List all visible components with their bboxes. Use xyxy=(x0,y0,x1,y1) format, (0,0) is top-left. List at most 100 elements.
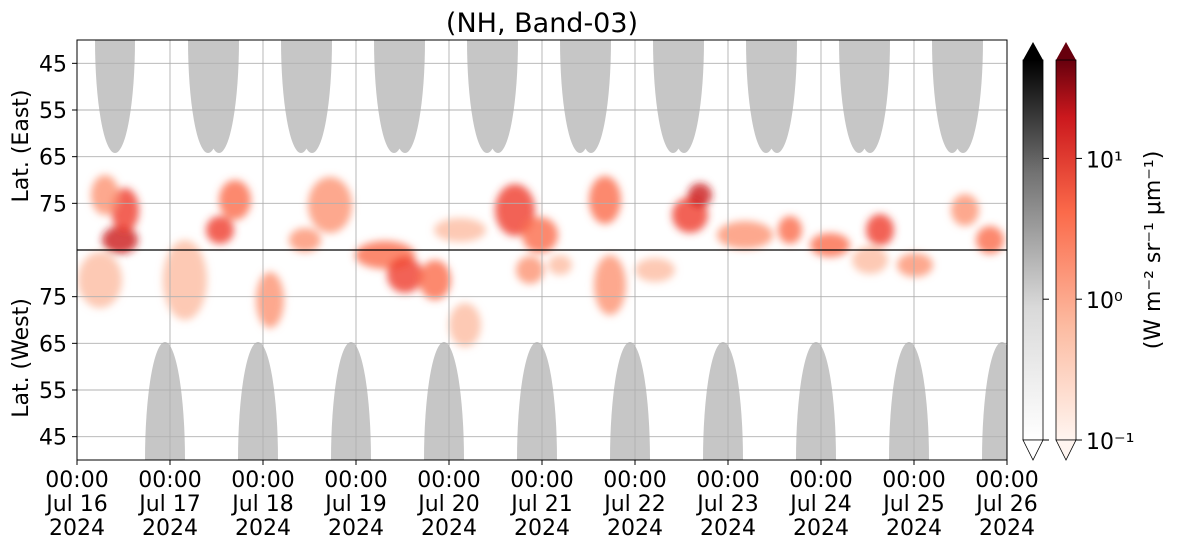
y-tick-label-lower: 55 xyxy=(39,379,67,404)
radiance-patch xyxy=(449,303,481,347)
colorbar-red xyxy=(1055,42,1077,461)
radiance-patch xyxy=(951,194,979,226)
gray-mask-bottom xyxy=(517,342,557,460)
x-tick-label: Jul 16 xyxy=(44,492,108,517)
radiance-patch xyxy=(976,226,1004,254)
radiance-patch xyxy=(635,258,675,282)
radiance-patch xyxy=(548,255,572,275)
x-tick-label: 00:00 xyxy=(45,468,108,493)
radiance-patch xyxy=(434,218,486,242)
radiance-patch xyxy=(102,226,138,254)
colorbar-gray xyxy=(1022,42,1044,461)
radiance-patch xyxy=(289,228,321,252)
gray-mask-top xyxy=(374,40,414,153)
gray-mask-bottom xyxy=(331,342,371,460)
x-tick-label: 00:00 xyxy=(138,468,201,493)
colorbar-red-extend-bottom xyxy=(1055,439,1077,461)
colorbar-red-body xyxy=(1055,59,1077,441)
radiance-patch xyxy=(206,216,234,244)
radiance-patch xyxy=(852,246,888,274)
y-tick-label-lower: 65 xyxy=(39,332,67,357)
radiance-patch xyxy=(897,253,933,277)
x-tick-label: 2024 xyxy=(49,516,105,541)
colorbar-ticks: 10⁻¹ 10⁰ 10¹ xyxy=(1043,148,1134,455)
colorbar-tick-label: 10⁰ xyxy=(1086,289,1123,314)
x-tick-label: 2024 xyxy=(700,516,756,541)
radiance-patch xyxy=(516,256,544,284)
x-tick-label: Jul 21 xyxy=(509,492,573,517)
gray-mask-top xyxy=(467,40,507,153)
y-tick-label-upper: 65 xyxy=(39,146,67,171)
gray-mask-top xyxy=(653,40,693,153)
radiance-patch xyxy=(495,184,535,236)
colorbar-tick-label: 10⁻¹ xyxy=(1086,430,1134,455)
radiance-patch xyxy=(308,177,352,233)
colorbar-label: (W m⁻² sr⁻¹ μm⁻¹) xyxy=(1141,151,1166,350)
x-tick-label: 00:00 xyxy=(789,468,852,493)
heatmap-content xyxy=(77,40,1007,460)
x-tick-label: Jul 26 xyxy=(974,492,1038,517)
chart-title: (NH, Band-03) xyxy=(446,8,638,39)
colorbar-gray-body xyxy=(1022,59,1044,441)
gray-mask-top xyxy=(95,40,135,153)
gray-mask-bottom xyxy=(424,342,464,460)
x-tick-label: Jul 22 xyxy=(602,492,666,517)
x-tick-label: 2024 xyxy=(886,516,942,541)
x-tick-label: 2024 xyxy=(328,516,384,541)
gray-mask-bottom xyxy=(982,342,1007,460)
colorbar-gray-extend-bottom xyxy=(1022,439,1044,461)
gray-mask-top xyxy=(746,40,786,153)
radiance-patch xyxy=(219,180,251,220)
gray-mask-bottom xyxy=(889,342,929,460)
x-tick-label: Jul 25 xyxy=(881,492,945,517)
radiance-patch xyxy=(866,214,894,246)
x-tick-label: Jul 17 xyxy=(137,492,201,517)
radiance-patch xyxy=(419,260,451,300)
ylabel-upper: Lat. (East) xyxy=(9,90,34,203)
colorbar-red-extend-top xyxy=(1056,42,1076,60)
x-tick-label: 2024 xyxy=(793,516,849,541)
colorbar-tick-label: 10¹ xyxy=(1086,148,1123,173)
gray-mask-top xyxy=(839,40,879,153)
y-tick-label-lower: 75 xyxy=(39,286,67,311)
x-tick-label: Jul 23 xyxy=(695,492,759,517)
grid xyxy=(77,40,1007,460)
radiance-patch xyxy=(717,221,773,249)
radiance-patch xyxy=(778,216,802,244)
radiance-patch xyxy=(91,175,119,215)
x-tick-label: 2024 xyxy=(235,516,291,541)
radiance-patch xyxy=(387,257,423,293)
colorbar-gray-extend-top xyxy=(1023,42,1043,60)
gray-mask-bottom xyxy=(238,342,278,460)
x-tick-label: 00:00 xyxy=(510,468,573,493)
y-axis-ticks: 45 55 65 75 75 65 55 45 xyxy=(39,52,77,451)
x-tick-label: 00:00 xyxy=(603,468,666,493)
gray-mask-top xyxy=(932,40,972,153)
gray-mask-bottom xyxy=(703,342,743,460)
gray-mask-bottom xyxy=(145,342,185,460)
x-tick-label: 2024 xyxy=(514,516,570,541)
radiance-patch xyxy=(589,176,621,224)
y-tick-label-upper: 55 xyxy=(39,99,67,124)
gray-mask-top xyxy=(560,40,600,153)
x-tick-label: Jul 20 xyxy=(416,492,480,517)
x-tick-label: 00:00 xyxy=(696,468,759,493)
x-tick-label: 00:00 xyxy=(417,468,480,493)
y-tick-label-upper: 45 xyxy=(39,52,67,77)
x-tick-label: 00:00 xyxy=(975,468,1038,493)
x-tick-label: 2024 xyxy=(979,516,1035,541)
radiance-patch xyxy=(810,233,850,257)
y-tick-label-lower: 45 xyxy=(39,426,67,451)
gray-mask-bottom xyxy=(796,342,836,460)
x-tick-label: 00:00 xyxy=(231,468,294,493)
x-tick-label: 00:00 xyxy=(324,468,387,493)
gray-mask-top xyxy=(281,40,321,153)
x-tick-label: 00:00 xyxy=(882,468,945,493)
gray-mask-top xyxy=(188,40,228,153)
x-tick-label: 2024 xyxy=(421,516,477,541)
y-tick-label-upper: 75 xyxy=(39,192,67,217)
x-tick-label: Jul 18 xyxy=(230,492,294,517)
radiance-patch xyxy=(163,240,207,320)
